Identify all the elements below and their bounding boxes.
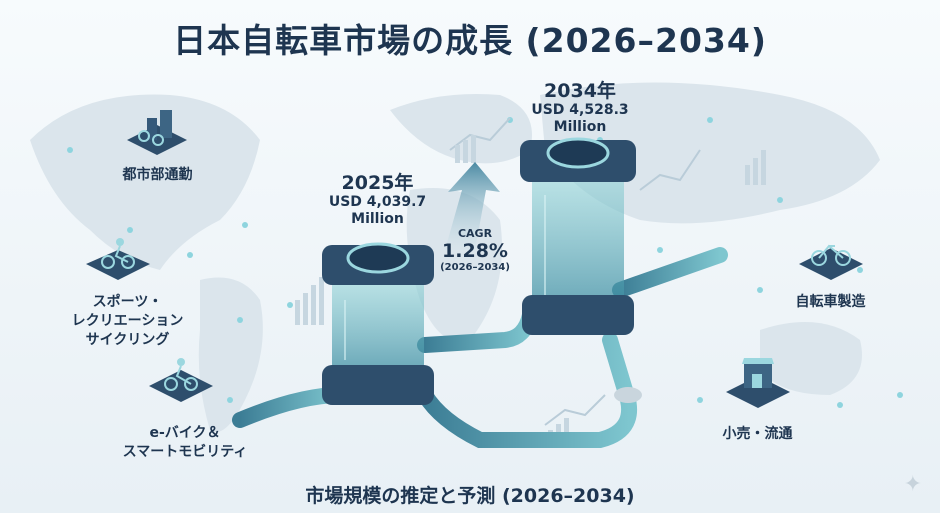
manufacturing-bike-icon <box>799 244 863 280</box>
market-2034-year: 2034年 <box>544 80 616 102</box>
segment-ebike-line2: スマートモビリティ <box>122 444 248 460</box>
city-building-icon <box>127 110 187 155</box>
market-2025-unit: Million <box>351 211 404 227</box>
cagr-period: (2026–2034) <box>440 262 510 273</box>
segment-sports-recreation: スポーツ・ レクリエーション サイクリング <box>60 293 195 350</box>
segment-sports-line2: レクリエーション <box>71 313 184 329</box>
segment-manufacturing: 自転車製造 <box>795 294 866 310</box>
sparkle-icon: ✦ <box>903 472 922 497</box>
segment-ebike-smart-mobility: e-バイク＆ スマートモビリティ <box>105 424 265 462</box>
market-2034-amount: USD 4,528.3 <box>531 102 629 118</box>
segment-retail: 小売・流通 <box>722 426 793 442</box>
cagr-label: CAGR <box>457 227 493 240</box>
segment-urban-commute: 都市部通勤 <box>122 167 193 183</box>
market-2034-unit: Million <box>553 119 607 135</box>
market-2034-label: 2034年 USD 4,528.3 Million <box>505 80 655 136</box>
segment-ebike-line1: e-バイク＆ <box>149 425 221 441</box>
ebike-icon <box>149 358 213 402</box>
cagr-callout: CAGR 1.28% (2026–2034) <box>430 227 520 273</box>
page-title: 日本自転車市場の成長 (2026–2034) <box>173 21 767 60</box>
segment-sports-line1: スポーツ・ <box>92 294 163 310</box>
market-2025-amount: USD 4,039.7 <box>328 194 427 210</box>
retail-store-icon <box>726 358 790 408</box>
page-subtitle: 市場規模の推定と予測 (2026–2034) <box>305 485 635 507</box>
cagr-value: 1.28% <box>442 240 508 262</box>
market-2025-year: 2025年 <box>341 172 414 194</box>
segment-sports-line3: サイクリング <box>85 332 170 348</box>
market-2025-label: 2025年 USD 4,039.7 Million <box>300 172 455 228</box>
sports-cyclist-icon <box>86 238 150 280</box>
